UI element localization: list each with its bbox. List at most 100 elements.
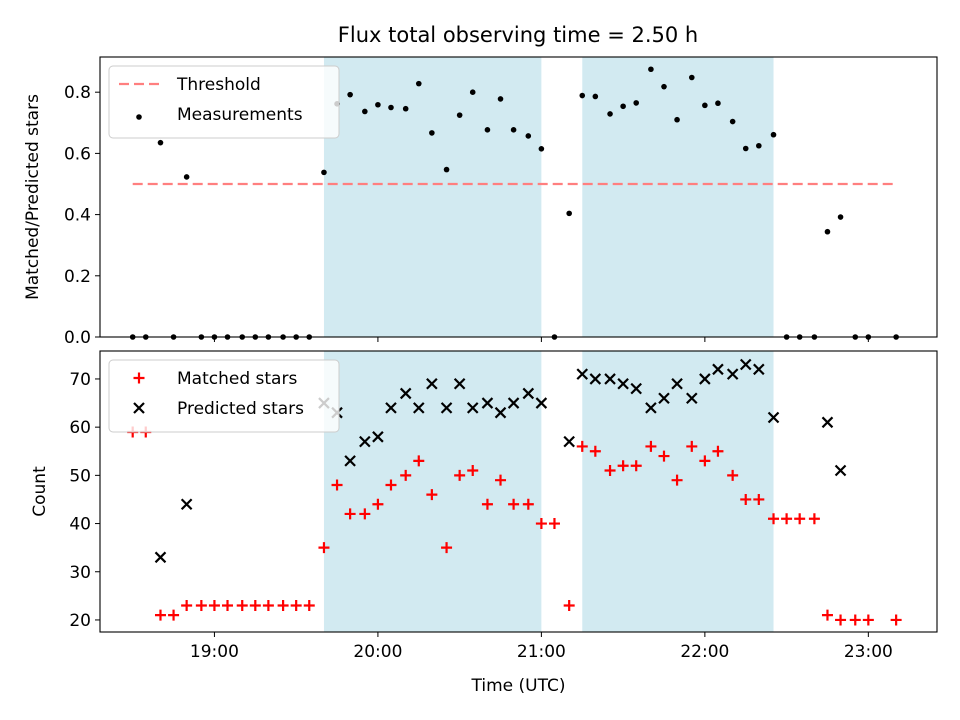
measurement-point [592, 93, 599, 100]
matched-stars-point [181, 599, 193, 611]
predicted-stars-point [385, 402, 397, 414]
matched-stars-point [195, 599, 207, 611]
y-tick-label: 60 [69, 418, 91, 438]
y-tick-label: 0.6 [64, 144, 91, 164]
measurement-point [579, 92, 586, 99]
measurement-point [375, 101, 381, 108]
predicted-stars-point [726, 368, 739, 380]
predicted-stars-point [440, 402, 453, 414]
y-tick-label: 0.2 [64, 267, 91, 287]
predicted-stars-point [522, 387, 535, 400]
matched-stars-point [413, 455, 425, 467]
measurement-point [157, 139, 164, 146]
matched-stars-point [630, 460, 642, 472]
measurement-point [347, 91, 353, 98]
measurement-point [742, 145, 749, 152]
bottom-panel-star-counts: 20 30 40 50 60 70 19:00 20:00 21:00 22:00 23:00 Cou… [30, 350, 938, 696]
measurement-point [729, 118, 736, 125]
matched-stars-point [372, 498, 384, 510]
predicted-stars-point [699, 373, 711, 385]
predicted-stars-point [686, 392, 698, 405]
matched-stars-point [331, 479, 343, 491]
matched-stars-point [481, 498, 493, 510]
matched-stars-point [277, 599, 289, 611]
x-axis-label: Time (UTC) [471, 676, 566, 696]
matched-stars-point [740, 493, 752, 505]
predicted-stars-point [563, 435, 575, 448]
matched-stars-point [454, 469, 466, 481]
matched-stars-point [645, 440, 657, 452]
predicted-stars-point [413, 402, 425, 414]
measurement-point [443, 166, 450, 173]
measurement-point [837, 214, 844, 220]
matched-stars-point [617, 460, 629, 472]
predicted-stars-point [834, 464, 847, 477]
y-tick-label: 0.8 [64, 83, 91, 103]
matched-stars-point [495, 474, 507, 486]
y-tick-label: 0.0 [64, 328, 91, 348]
matched-stars-point [604, 465, 616, 477]
matched-stars-point [168, 609, 180, 621]
matched-stars-point [318, 542, 330, 554]
matched-stars-point [208, 599, 220, 611]
measurement-point [648, 66, 654, 73]
predicted-stars-point [589, 373, 602, 385]
matched-stars-point [671, 474, 683, 486]
predicted-stars-point [481, 397, 494, 409]
legend-entry-label: Matched stars [177, 369, 297, 389]
measurement-point [388, 104, 394, 111]
matched-stars-point [794, 513, 806, 525]
predicted-stars-point [494, 406, 507, 419]
matched-stars-point [712, 445, 724, 457]
predicted-stars-point [507, 397, 520, 409]
matched-stars-point [589, 445, 601, 457]
measurement-point [661, 83, 667, 90]
y-tick-label: 50 [69, 466, 91, 486]
predicted-stars-point [180, 498, 193, 511]
matched-stars-point [686, 440, 698, 452]
legend-predicted-swatch [133, 402, 145, 414]
measurement-point [566, 210, 572, 217]
matched-stars-point [262, 599, 274, 611]
predicted-stars-point [645, 402, 657, 414]
observing-window-shade [582, 351, 774, 632]
legend-box [108, 65, 340, 139]
measurement-point [702, 102, 708, 109]
chart-title: Flux total observing time = 2.50 h [338, 23, 698, 47]
predicted-stars-point [466, 402, 479, 414]
measurement-point [824, 228, 831, 235]
matched-stars-point [576, 440, 588, 452]
matched-stars-point [522, 498, 534, 510]
predicted-stars-point [712, 363, 724, 376]
measurement-point [688, 74, 695, 81]
observing-window-shade [582, 57, 774, 337]
matched-stars-point [862, 614, 874, 626]
matched-stars-point [835, 614, 847, 626]
matched-stars-point [249, 599, 261, 611]
matched-stars-point [548, 518, 560, 530]
predicted-stars-point [617, 377, 629, 390]
predicted-stars-point [399, 387, 412, 400]
matched-stars-point [768, 513, 780, 525]
measurement-point [715, 100, 721, 107]
predicted-stars-point [671, 377, 683, 390]
predicted-stars-point [344, 455, 356, 467]
matched-stars-point [699, 455, 711, 467]
y-tick-label: 40 [69, 515, 91, 535]
legend-entry-label: Measurements [177, 105, 303, 125]
x-tick-label: 19:00 [190, 642, 239, 662]
measurement-point [183, 174, 190, 180]
matched-stars-point [821, 609, 833, 621]
matched-stars-point [563, 599, 575, 611]
legend-entry-label: Threshold [176, 75, 261, 95]
matched-stars-point [154, 609, 166, 621]
matched-stars-point [508, 498, 520, 510]
predicted-stars-point [426, 377, 438, 390]
measurement-point [620, 103, 626, 110]
y-axis-label: Count [30, 466, 50, 517]
predicted-stars-point [739, 358, 752, 371]
y-tick-label: 70 [69, 370, 91, 390]
measurement-point [497, 96, 504, 102]
predicted-stars-point [821, 416, 834, 429]
